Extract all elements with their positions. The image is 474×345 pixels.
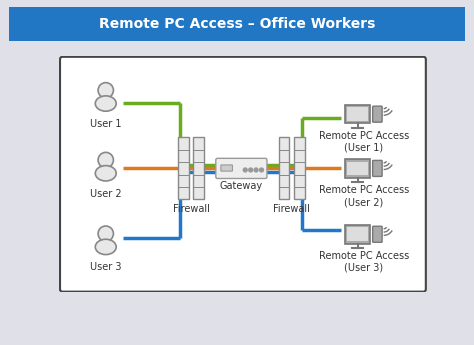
Text: User 1: User 1 [90, 119, 121, 129]
Circle shape [98, 152, 113, 168]
FancyBboxPatch shape [345, 105, 370, 124]
Text: Remote PC Access
(User 3): Remote PC Access (User 3) [319, 252, 409, 273]
FancyBboxPatch shape [347, 161, 368, 175]
Ellipse shape [95, 239, 116, 255]
Circle shape [254, 168, 258, 172]
FancyBboxPatch shape [345, 159, 370, 178]
Text: Remote PC Access – Office Workers: Remote PC Access – Office Workers [99, 17, 375, 31]
Circle shape [260, 168, 264, 172]
Circle shape [243, 168, 247, 172]
Text: User 3: User 3 [90, 262, 121, 272]
FancyBboxPatch shape [345, 225, 370, 244]
Text: Remote PC Access
(User 1): Remote PC Access (User 1) [319, 131, 409, 153]
FancyBboxPatch shape [347, 107, 368, 121]
Circle shape [98, 82, 113, 98]
Text: Firewall: Firewall [273, 204, 310, 214]
Text: Remote PC Access
(User 2): Remote PC Access (User 2) [319, 186, 409, 207]
Circle shape [249, 168, 253, 172]
FancyBboxPatch shape [221, 165, 232, 171]
FancyBboxPatch shape [373, 226, 382, 242]
Ellipse shape [95, 166, 116, 181]
FancyBboxPatch shape [373, 160, 382, 176]
FancyBboxPatch shape [279, 137, 290, 199]
FancyBboxPatch shape [60, 57, 426, 292]
Circle shape [98, 226, 113, 242]
Text: User 2: User 2 [90, 189, 121, 199]
Text: Firewall: Firewall [173, 204, 210, 214]
FancyBboxPatch shape [373, 106, 382, 122]
Text: Gateway: Gateway [220, 181, 263, 191]
FancyBboxPatch shape [294, 137, 304, 199]
FancyBboxPatch shape [193, 137, 204, 199]
FancyBboxPatch shape [347, 227, 368, 241]
FancyBboxPatch shape [216, 158, 267, 178]
Ellipse shape [95, 96, 116, 111]
FancyBboxPatch shape [178, 137, 189, 199]
FancyBboxPatch shape [0, 6, 474, 43]
